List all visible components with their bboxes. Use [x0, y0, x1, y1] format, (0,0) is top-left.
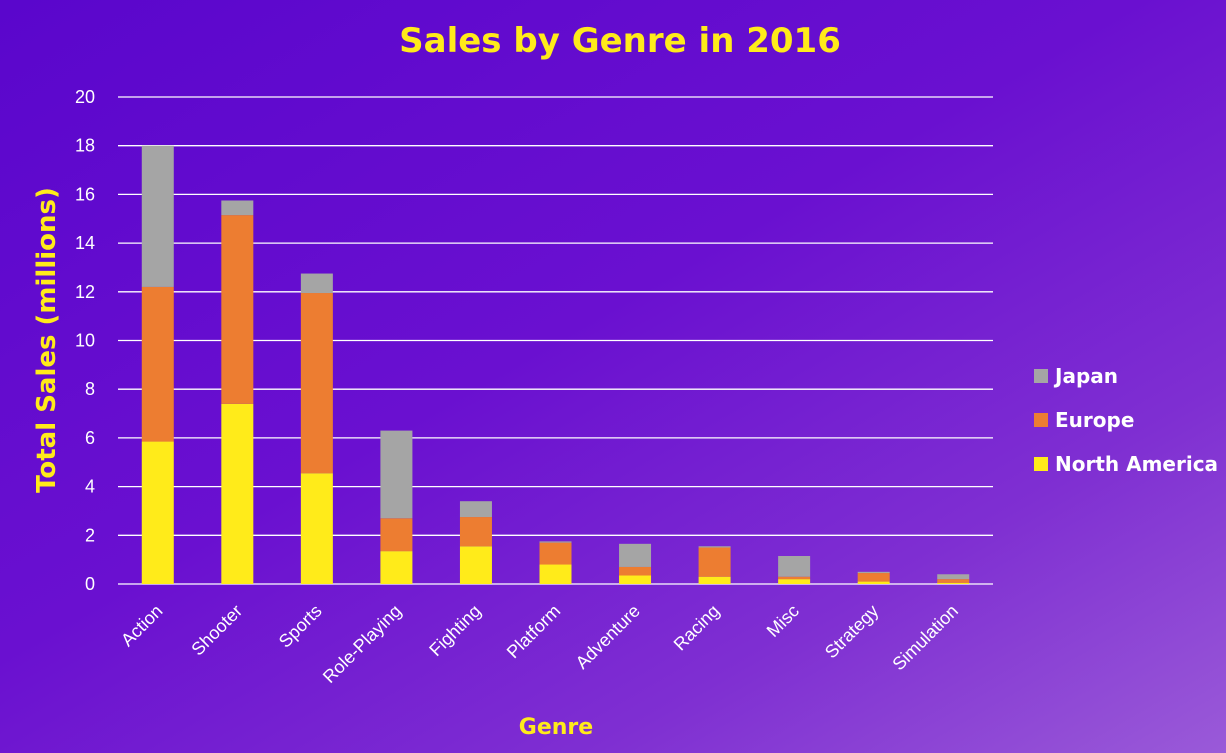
y-tick-label: 0: [85, 574, 95, 594]
y-axis-ticks: 0 2 4 6 8 10 12 14 16 18 20: [75, 87, 95, 594]
bar-north-america: [619, 575, 652, 584]
y-tick-label: 14: [75, 233, 95, 253]
bar-europe: [698, 547, 731, 577]
bar-japan: [221, 200, 254, 216]
bar-europe: [141, 286, 174, 442]
bar-japan: [937, 574, 970, 580]
x-tick-label: Fighting: [425, 601, 484, 660]
y-axis-title: Total Sales (millions): [32, 187, 62, 493]
y-tick-label: 6: [85, 428, 95, 448]
y-tick-label: 18: [75, 136, 95, 156]
x-axis-title: Genre: [519, 715, 593, 740]
bar-north-america: [141, 441, 174, 584]
x-tick-label: Simulation: [888, 601, 962, 675]
legend: Japan Europe North America: [1034, 364, 1218, 476]
bar-europe: [857, 573, 890, 582]
x-tick-label: Action: [117, 601, 167, 651]
legend-swatch: [1034, 413, 1048, 427]
bars: [141, 145, 970, 584]
bar-north-america: [539, 564, 572, 584]
bar-north-america: [937, 582, 970, 584]
bar-japan: [778, 555, 811, 577]
bar-north-america: [380, 551, 413, 584]
gridlines: [118, 96, 993, 585]
y-tick-label: 16: [75, 184, 95, 204]
bar-japan: [619, 543, 652, 567]
legend-label: North America: [1055, 452, 1218, 476]
bar-north-america: [459, 546, 492, 584]
x-tick-label: Racing: [670, 601, 724, 655]
bar-europe: [539, 542, 572, 565]
bar-north-america: [300, 473, 333, 584]
bar-north-america: [857, 581, 890, 584]
bar-japan: [539, 541, 572, 543]
y-tick-label: 8: [85, 379, 95, 399]
y-tick-label: 4: [85, 477, 95, 497]
bar-europe: [380, 518, 413, 552]
y-tick-label: 12: [75, 282, 95, 302]
x-tick-label: Sports: [275, 601, 326, 652]
bar-europe: [937, 579, 970, 583]
bar-japan: [857, 571, 890, 574]
bar-north-america: [698, 576, 731, 584]
bar-japan: [141, 145, 174, 287]
y-tick-label: 2: [85, 525, 95, 545]
y-tick-label: 20: [75, 87, 95, 107]
bar-japan: [698, 546, 731, 548]
x-tick-label: Role-Playing: [319, 601, 405, 687]
bar-europe: [300, 293, 333, 474]
x-tick-label: Platform: [503, 601, 565, 663]
bar-north-america: [778, 579, 811, 584]
bar-europe: [459, 517, 492, 547]
bar-europe: [619, 566, 652, 576]
bar-north-america: [221, 403, 254, 584]
legend-swatch: [1034, 457, 1048, 471]
x-tick-label: Strategy: [821, 601, 883, 663]
y-tick-label: 10: [75, 331, 95, 351]
legend-swatch: [1034, 369, 1048, 383]
legend-label: Europe: [1055, 408, 1134, 432]
bar-europe: [221, 215, 254, 404]
bar-japan: [380, 430, 413, 519]
bar-japan: [459, 501, 492, 518]
bar-europe: [778, 576, 811, 580]
legend-label: Japan: [1053, 364, 1118, 388]
bar-japan: [300, 273, 333, 294]
x-tick-label: Misc: [763, 601, 803, 641]
x-tick-label: Adventure: [572, 601, 644, 673]
x-tick-label: Shooter: [187, 601, 246, 660]
chart-title: Sales by Genre in 2016: [399, 21, 841, 61]
